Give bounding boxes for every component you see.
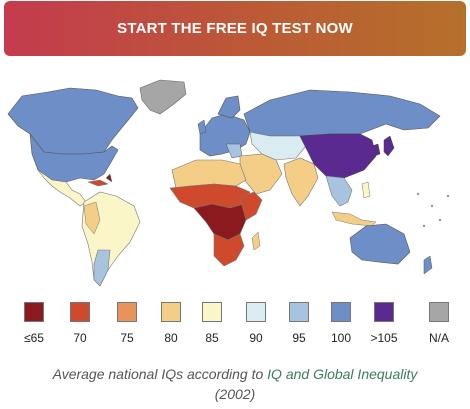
region-new-zealand (423, 255, 433, 275)
region-argentina (93, 249, 111, 287)
legend-label: 75 (120, 331, 134, 345)
region-canada (7, 87, 139, 155)
region-philippines (361, 181, 371, 199)
legend-item: 70 (63, 302, 97, 345)
region-greenland (139, 79, 187, 115)
region-caribbean (87, 179, 109, 187)
legend-swatch (331, 302, 351, 322)
region-uk (197, 119, 207, 135)
map-caption: Average national IQs according to IQ and… (0, 364, 470, 404)
legend-label: 95 (292, 331, 306, 345)
region-south-asia (283, 157, 319, 207)
legend-label: N/A (428, 331, 449, 345)
map-legend: ≤65 70 75 80 85 90 95 100 >105 N/A (0, 302, 470, 354)
legend-label: 85 (205, 331, 219, 345)
legend-item: N/A (422, 302, 456, 345)
legend-swatch (70, 302, 90, 322)
legend-label: ≤65 (24, 331, 44, 345)
legend-item: 90 (239, 302, 273, 345)
region-madagascar (251, 231, 261, 251)
region-pacific-island (422, 224, 426, 228)
legend-label: 100 (330, 331, 352, 345)
legend-swatch (374, 302, 394, 322)
legend-swatch (429, 302, 449, 322)
legend-item: 100 (324, 302, 358, 345)
region-andes (83, 201, 101, 235)
caption-text: Average national IQs according to (52, 366, 268, 382)
region-korea (371, 143, 381, 157)
legend-label: 80 (164, 331, 178, 345)
caption-year: (2002) (214, 386, 256, 402)
region-indonesia (331, 211, 377, 227)
region-pacific-island (438, 218, 442, 222)
legend-item: 95 (282, 302, 316, 345)
legend-item: >105 (367, 302, 401, 345)
region-pacific-island (416, 192, 420, 196)
region-haiti (105, 173, 113, 183)
legend-item: 75 (110, 302, 144, 345)
region-scandinavia (217, 95, 241, 119)
legend-label: 90 (249, 331, 263, 345)
legend-label: >105 (370, 331, 398, 345)
region-japan (383, 135, 395, 157)
region-australia (349, 223, 411, 265)
legend-swatch (289, 302, 309, 322)
legend-item: 85 (195, 302, 229, 345)
legend-swatch (24, 302, 44, 322)
legend-swatch (246, 302, 266, 322)
legend-label: 70 (73, 331, 87, 345)
source-link[interactable]: IQ and Global Inequality (267, 366, 418, 382)
region-central-africa (193, 203, 247, 241)
region-pacific-island (430, 204, 434, 208)
legend-swatch (117, 302, 137, 322)
region-southeast-asia (325, 175, 353, 207)
region-north-africa (171, 159, 247, 189)
legend-swatch (161, 302, 181, 322)
region-southern-africa (213, 233, 245, 267)
region-central-asia (249, 131, 307, 161)
legend-swatch (202, 302, 222, 322)
region-pacific-island (446, 194, 450, 198)
region-russia (243, 89, 441, 137)
region-east-africa (239, 191, 263, 221)
legend-item: 80 (154, 302, 188, 345)
legend-item: ≤65 (17, 302, 51, 345)
region-china (299, 133, 377, 179)
region-europe (199, 113, 251, 157)
region-mexico (37, 169, 87, 207)
region-middle-east (239, 153, 283, 195)
start-test-button[interactable]: START THE FREE IQ TEST NOW (4, 1, 466, 56)
world-map (0, 74, 470, 294)
